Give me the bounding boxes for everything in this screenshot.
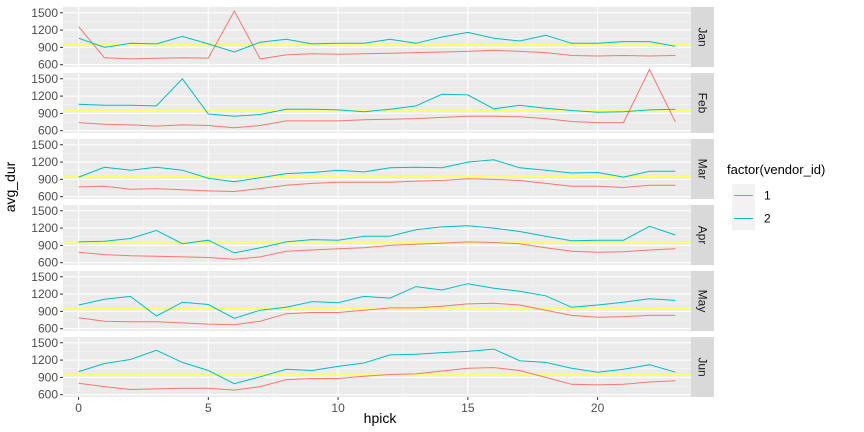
y-tick-label: 1200 — [31, 353, 58, 367]
y-tick-label: 1500 — [31, 6, 58, 20]
panels-layer: 600 900 1200 1500 Jan 600 900 1200 1500 Feb 600 900… — [31, 6, 714, 402]
y-tick-label: 600 — [38, 124, 58, 138]
series-line-2-feb — [78, 78, 676, 117]
y-tick-label: 900 — [38, 172, 58, 186]
facet-strip — [691, 73, 714, 133]
facet-strip — [691, 205, 714, 265]
facet-label: Feb — [696, 93, 710, 114]
y-tick-label: 600 — [38, 388, 58, 402]
y-tick-label: 1200 — [31, 23, 58, 37]
panel-apr: 600 900 1200 1500 Apr — [31, 204, 714, 270]
facet-label: Jan — [696, 27, 710, 46]
x-axis: 0 5 10 15 20 — [75, 397, 605, 415]
x-tick-label: 20 — [591, 401, 605, 415]
x-tick-label: 0 — [75, 401, 82, 415]
facet-label: Mar — [696, 159, 710, 180]
x-tick-label: 10 — [331, 401, 345, 415]
series-line-1-jun — [78, 367, 676, 391]
facet-strip — [691, 7, 714, 67]
y-tick-label: 600 — [38, 58, 58, 72]
facet-label: Apr — [696, 226, 710, 245]
y-tick-label: 1500 — [31, 72, 58, 86]
series-line-2-apr — [78, 225, 676, 254]
panel-mar: 600 900 1200 1500 Mar — [31, 138, 714, 204]
y-tick-label: 600 — [38, 256, 58, 270]
y-tick-label: 1200 — [31, 155, 58, 169]
panel-jan: 600 900 1200 1500 Jan — [31, 6, 714, 72]
series-line-2-mar — [78, 159, 676, 183]
y-tick-label: 600 — [38, 322, 58, 336]
series-line-1-jan — [78, 9, 676, 60]
x-tick-label: 5 — [205, 401, 212, 415]
series-line-1-feb — [78, 68, 676, 129]
y-tick-label: 1500 — [31, 336, 58, 350]
panel-background — [63, 73, 691, 133]
series-line-2-jan — [78, 31, 676, 53]
y-tick-label: 900 — [38, 40, 58, 54]
y-tick-label: 1200 — [31, 221, 58, 235]
y-tick-label: 1500 — [31, 204, 58, 218]
series-line-2-may — [78, 283, 676, 319]
panel-may: 600 900 1200 1500 May — [31, 270, 714, 336]
y-tick-label: 1200 — [31, 287, 58, 301]
panel-background — [63, 7, 691, 67]
panel-jun: 600 900 1200 1500 Jun — [31, 336, 714, 402]
series-line-1-apr — [78, 241, 676, 260]
y-tick-label: 900 — [38, 370, 58, 384]
y-tick-label: 900 — [38, 238, 58, 252]
y-tick-label: 1500 — [31, 138, 58, 152]
facet-label: Jun — [696, 357, 710, 376]
series-line-1-mar — [78, 178, 676, 193]
x-axis-title: hpick — [364, 410, 398, 426]
legend-title: factor(vendor_id) — [727, 162, 825, 177]
y-tick-label: 900 — [38, 304, 58, 318]
panel-feb: 600 900 1200 1500 Feb — [31, 68, 714, 138]
facet-strip — [691, 139, 714, 199]
y-tick-label: 900 — [38, 106, 58, 120]
y-tick-label: 1200 — [31, 89, 58, 103]
facet-label: May — [696, 290, 710, 313]
panel-background — [63, 139, 691, 199]
panel-background — [63, 271, 691, 331]
y-axis-title: avg_dur — [2, 161, 18, 212]
legend-label-1: 1 — [764, 189, 771, 203]
x-tick-label: 15 — [461, 401, 475, 415]
series-line-2-jun — [78, 348, 676, 385]
panel-background — [63, 205, 691, 265]
series-line-1-may — [78, 302, 676, 326]
facet-strip — [691, 271, 714, 331]
legend-label-2: 2 — [764, 212, 771, 226]
facet-strip — [691, 337, 714, 397]
y-tick-label: 600 — [38, 190, 58, 204]
panel-background — [63, 337, 691, 397]
legend: factor(vendor_id) 1 2 — [727, 162, 825, 230]
y-tick-label: 1500 — [31, 270, 58, 284]
